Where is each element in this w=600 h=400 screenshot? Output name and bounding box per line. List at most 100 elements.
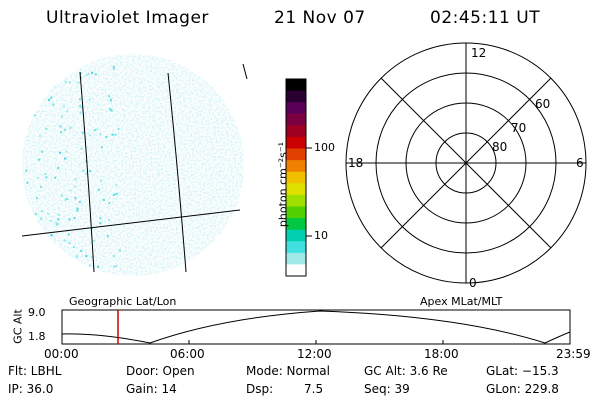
emission-pixel [78,98,81,101]
emission-pixel [44,173,47,176]
emission-pixel [88,98,91,101]
emission-pixel [57,218,60,221]
emission-pixel [45,127,48,130]
emission-pixel [64,80,67,83]
time-label: 02:45:11 UT [430,8,541,28]
emission-pixel [94,73,97,76]
emission-pixel [115,184,118,187]
glon-readout: GLon: 229.8 [486,382,559,396]
emission-pixel [66,198,69,200]
emission-pixel [32,213,35,216]
emission-pixel [40,217,43,220]
emission-pixel [28,219,31,222]
emission-pixel [68,218,71,221]
colorbar-band [286,194,306,208]
emission-pixel [45,176,48,179]
mlt-6-label: 6 [576,156,584,170]
lat-60-label: 60 [535,97,551,111]
emission-pixel [78,266,81,269]
emission-pixel [64,157,67,160]
emission-pixel [75,255,78,258]
emission-pixel [93,240,96,242]
gain-readout: Gain: 14 [126,382,177,396]
colorbar-band [286,79,306,92]
emission-pixel [64,198,67,201]
emission-pixel [49,271,52,274]
emission-pixel [99,222,102,225]
emission-pixel [112,255,115,258]
emission-pixel [112,65,115,68]
emission-pixel [91,71,94,74]
emission-pixel [102,198,105,201]
emission-pixel [36,70,39,73]
emission-pixel [69,189,72,192]
emission-pixel [110,109,113,112]
emission-pixel [79,111,82,114]
emission-pixel [63,105,65,108]
emission-pixel [99,217,102,219]
mlt-12-label: 12 [471,46,487,60]
emission-pixel [47,213,50,215]
emission-pixel [100,146,103,149]
imager-title: Ultraviolet Imager [46,8,209,28]
emission-pixel [118,249,121,252]
xtick-2359: 23:59 [556,347,591,361]
emission-pixel [81,131,84,134]
emission-pixel [76,207,79,210]
emission-pixel [112,67,115,70]
xtick-1800: 18:00 [424,347,459,361]
emission-pixel [27,257,30,260]
emission-pixel [48,99,51,102]
colorbar-band [286,148,306,161]
emission-pixel [111,133,114,136]
geographic-grid [21,63,248,273]
emission-pixel [32,87,35,90]
filter-readout: Flt: LBHL [8,364,62,378]
emission-pixel [50,96,53,99]
xtick-1200: 12:00 [297,347,332,361]
emission-pixel [105,136,108,139]
emission-pixel [78,104,81,107]
emission-pixel [25,90,28,93]
emission-pixel [50,234,53,237]
emission-pixel [73,217,76,219]
emission-pixel [35,212,38,215]
emission-pixel [49,220,52,222]
emission-pixel [112,193,115,196]
colorbar-band [286,206,306,219]
colorbar-band [286,160,306,173]
emission-pixel [26,181,29,184]
emission-pixel [91,256,94,259]
colorbar-band [286,171,306,184]
strip-ybottom: 1.8 [28,330,46,343]
emission-pixel [63,239,66,242]
altitude-strip [61,309,571,345]
emission-pixel [106,235,109,238]
door-readout: Door: Open [126,364,195,378]
emission-pixel [99,133,102,136]
emission-pixel [40,84,43,87]
emission-pixel [109,99,112,102]
date-label: 21 Nov 07 [274,8,366,28]
emission-pixel [108,202,111,204]
geographic-grid-title: Geographic Lat/Lon [69,295,177,308]
emission-pixel [53,85,56,88]
emission-pixel [109,108,112,111]
emission-pixel [84,172,87,175]
ip-readout: IP: 36.0 [8,382,54,396]
emission-pixel [85,74,88,77]
emission-pixel [69,126,72,129]
emission-pixel [34,243,37,246]
colorbar-band [286,252,306,266]
emission-pixel [68,241,71,244]
strip-ylabel: GC Alt [11,309,25,344]
colorbar-band [286,264,306,277]
emission-pixel [29,63,32,66]
emission-pixel [43,78,46,81]
emission-pixel [113,193,116,196]
emission-pixel [27,269,30,272]
colorbar-band [286,136,306,150]
colorbar-band [286,218,306,231]
emission-pixel [65,150,68,153]
emission-pixel [44,261,47,264]
